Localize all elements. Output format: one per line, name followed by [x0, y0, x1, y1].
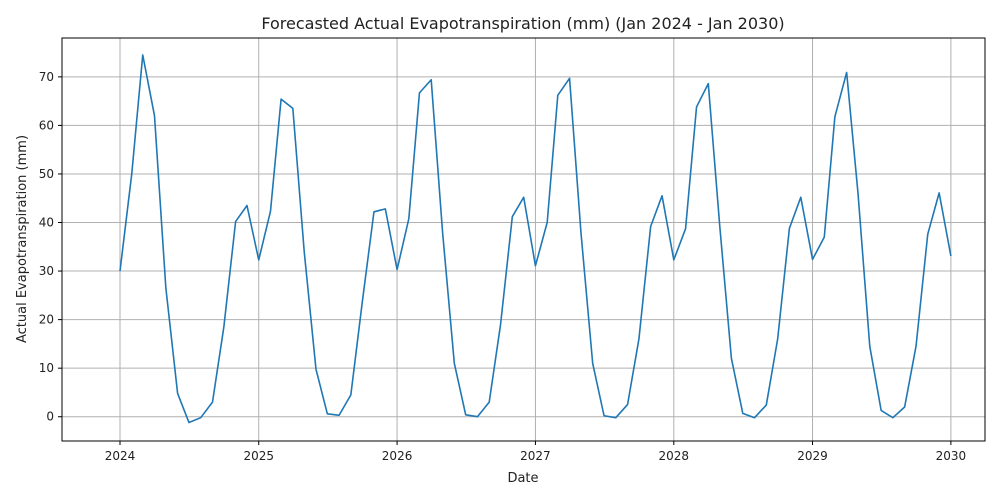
x-tick-label: 2025 [243, 449, 274, 463]
x-tick-label: 2027 [520, 449, 551, 463]
x-axis-label: Date [507, 471, 538, 486]
y-tick-label: 50 [39, 167, 54, 181]
plot-frame [61, 37, 986, 442]
x-tick-label: 2030 [936, 449, 967, 463]
series-line-actual-evapotranspiration [119, 54, 952, 424]
y-tick-label: 10 [39, 361, 54, 375]
y-axis: 0 10 20 30 40 50 60 70 [39, 70, 62, 424]
x-axis: 2024 2025 2026 2027 2028 2029 2030 [105, 441, 966, 463]
x-tick-label: 2024 [105, 449, 136, 463]
y-axis-label: Actual Evapotranspiration (mm) [15, 135, 30, 343]
chart-title: Forecasted Actual Evapotranspiration (mm… [261, 14, 784, 33]
y-tick-label: 60 [39, 118, 54, 132]
y-tick-label: 70 [39, 70, 54, 84]
y-tick-label: 0 [46, 410, 54, 424]
y-tick-label: 30 [39, 264, 54, 278]
x-tick-label: 2028 [659, 449, 690, 463]
y-tick-label: 20 [39, 313, 54, 327]
series-layer [119, 54, 952, 424]
grid [62, 38, 985, 441]
x-tick-label: 2029 [797, 449, 828, 463]
x-tick-label: 2026 [382, 449, 413, 463]
y-tick-label: 40 [39, 216, 54, 230]
